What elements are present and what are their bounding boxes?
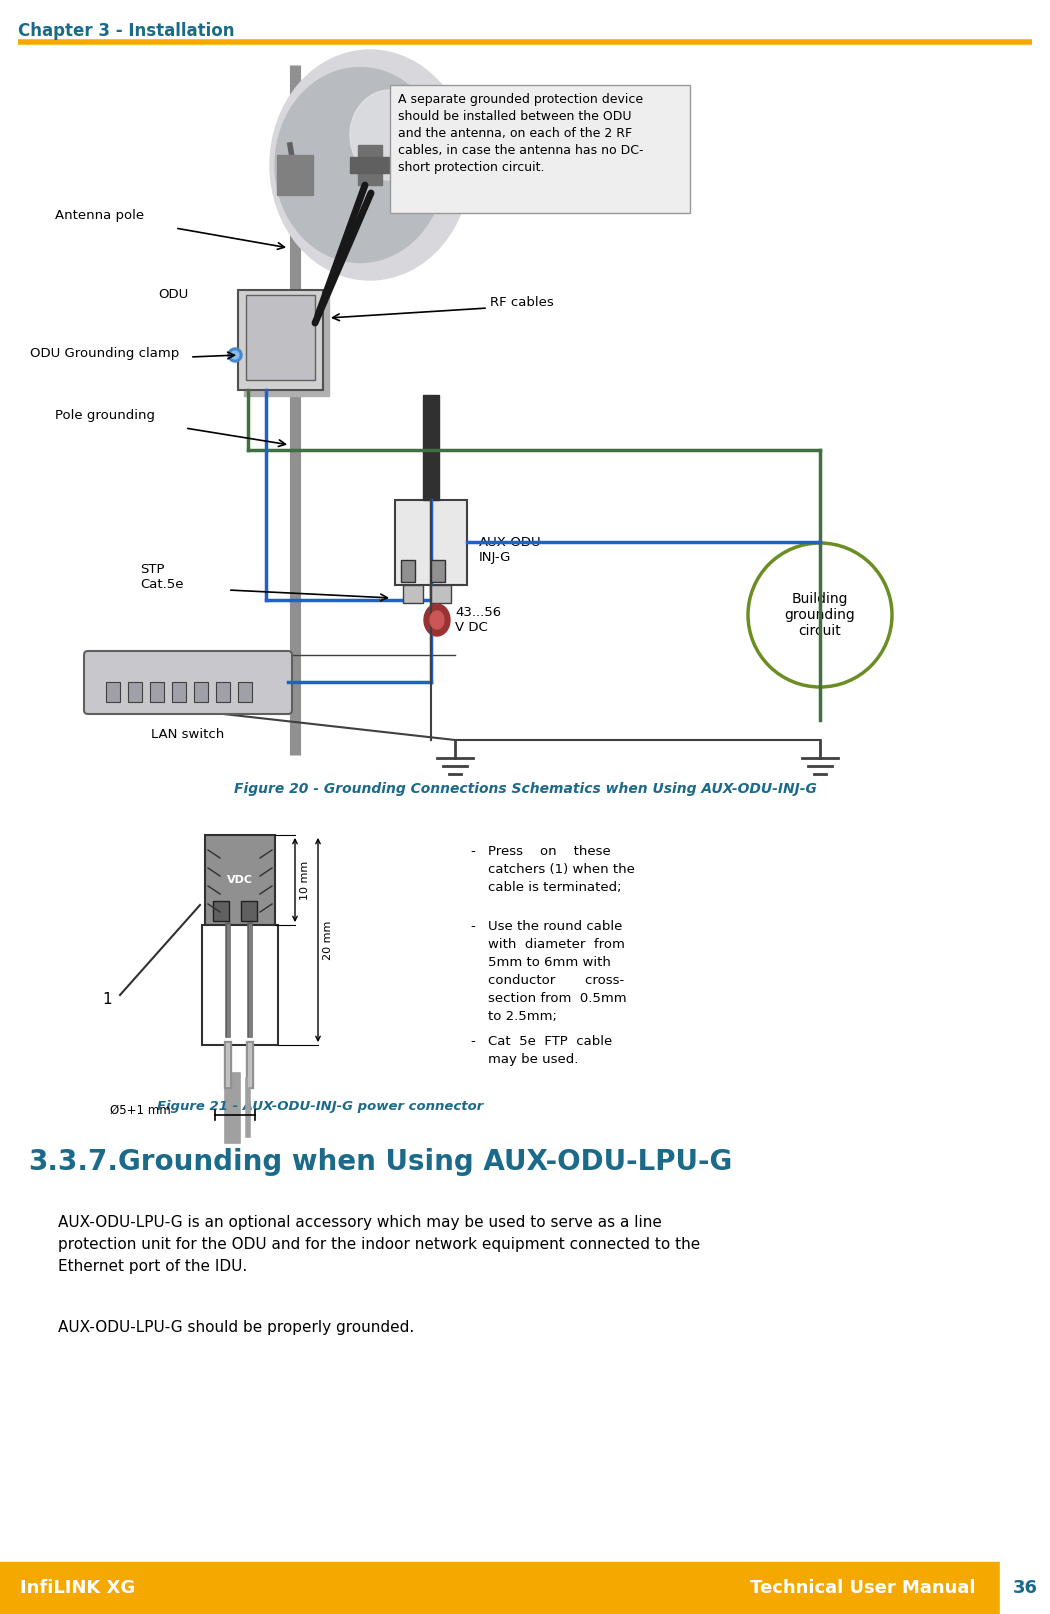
Bar: [401, 560, 415, 583]
Bar: [1000, 1562, 1050, 1614]
Text: Pole grounding: Pole grounding: [55, 408, 155, 421]
Text: Antenna pole: Antenna pole: [55, 208, 144, 221]
Text: 20 mm: 20 mm: [323, 920, 333, 960]
Ellipse shape: [350, 90, 430, 181]
Bar: [213, 901, 229, 922]
Bar: [244, 295, 329, 395]
Ellipse shape: [228, 349, 242, 362]
Bar: [242, 901, 257, 922]
Bar: [150, 683, 164, 702]
Text: 43...56
V DC: 43...56 V DC: [455, 605, 501, 634]
Text: A separate grounded protection device
should be installed between the ODU
and th: A separate grounded protection device sh…: [398, 94, 644, 174]
Bar: [358, 145, 382, 186]
Bar: [106, 683, 120, 702]
Bar: [430, 560, 445, 583]
Text: RF cables: RF cables: [490, 297, 553, 310]
Bar: [238, 683, 252, 702]
Text: Ø5+1 mm: Ø5+1 mm: [110, 1104, 171, 1117]
Bar: [128, 683, 142, 702]
Text: 36: 36: [1012, 1578, 1037, 1596]
Text: Press    on    these
catchers (1) when the
cable is terminated;: Press on these catchers (1) when the cab…: [488, 846, 635, 894]
Text: STP
Cat.5e: STP Cat.5e: [140, 563, 184, 591]
Text: -: -: [470, 846, 475, 859]
Text: 10 mm: 10 mm: [300, 860, 310, 899]
Text: Grounding when Using AUX-ODU-LPU-G: Grounding when Using AUX-ODU-LPU-G: [118, 1148, 732, 1177]
Bar: [246, 295, 315, 379]
Bar: [423, 395, 439, 500]
Text: 1: 1: [102, 993, 111, 1007]
Text: 3.3.7.: 3.3.7.: [28, 1148, 118, 1177]
Ellipse shape: [424, 604, 450, 636]
Bar: [216, 683, 230, 702]
Text: -: -: [470, 1035, 475, 1047]
Bar: [350, 157, 390, 173]
Bar: [403, 584, 423, 604]
Ellipse shape: [430, 612, 444, 629]
Text: AUX-ODU-LPU-G should be properly grounded.: AUX-ODU-LPU-G should be properly grounde…: [58, 1320, 415, 1335]
Text: Use the round cable
with  diameter  from
5mm to 6mm with
conductor       cross-
: Use the round cable with diameter from 5…: [488, 920, 627, 1023]
FancyBboxPatch shape: [84, 650, 292, 713]
Text: -: -: [470, 920, 475, 933]
Bar: [390, 86, 690, 213]
Text: Technical User Manual: Technical User Manual: [750, 1578, 975, 1596]
Text: Building
grounding
circuit: Building grounding circuit: [784, 592, 856, 638]
Text: ODU Grounding clamp: ODU Grounding clamp: [30, 347, 180, 360]
Text: Chapter 3 - Installation: Chapter 3 - Installation: [18, 23, 234, 40]
Text: Figure 20 - Grounding Connections Schematics when Using AUX-ODU-INJ-G: Figure 20 - Grounding Connections Schema…: [233, 783, 817, 796]
Text: AUX-ODU-
INJ-G: AUX-ODU- INJ-G: [479, 536, 546, 563]
Bar: [202, 925, 278, 1044]
Bar: [395, 500, 467, 584]
Bar: [238, 291, 323, 391]
Bar: [194, 683, 208, 702]
Text: Cat  5e  FTP  cable
may be used.: Cat 5e FTP cable may be used.: [488, 1035, 612, 1065]
Bar: [430, 584, 452, 604]
Ellipse shape: [275, 68, 445, 263]
Circle shape: [748, 542, 892, 688]
Text: AUX-ODU-LPU-G is an optional accessory which may be used to serve as a line
prot: AUX-ODU-LPU-G is an optional accessory w…: [58, 1215, 700, 1275]
Text: Figure 21 - AUX-ODU-INJ-G power connector: Figure 21 - AUX-ODU-INJ-G power connecto…: [156, 1101, 483, 1114]
Text: LAN switch: LAN switch: [151, 728, 225, 741]
Bar: [172, 683, 186, 702]
Bar: [205, 834, 275, 925]
Bar: [0, 1562, 1000, 1614]
Ellipse shape: [231, 350, 239, 358]
Bar: [277, 155, 313, 195]
Text: VDC: VDC: [227, 875, 253, 884]
Text: ODU: ODU: [158, 289, 188, 302]
Text: InfiLINK XG: InfiLINK XG: [20, 1578, 135, 1596]
Ellipse shape: [270, 50, 470, 279]
